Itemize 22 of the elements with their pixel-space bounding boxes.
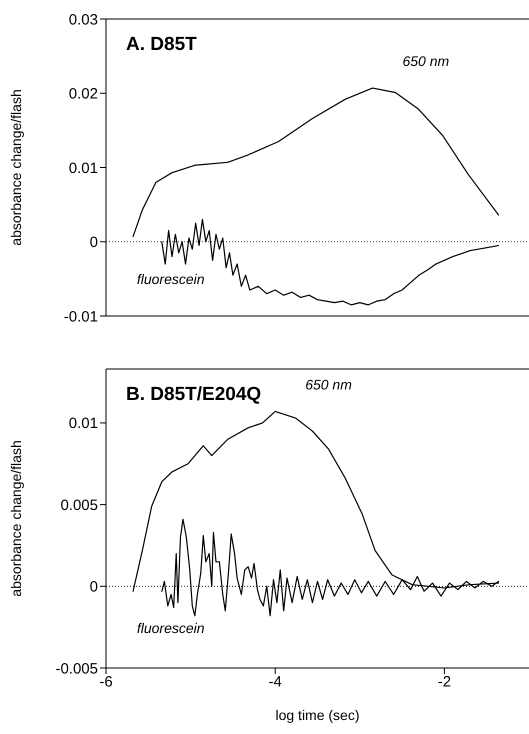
x-tick-label: -6	[99, 674, 113, 691]
x-tick-label: -4	[268, 674, 282, 691]
text: A. D85T	[126, 34, 197, 56]
y-tick-label: 0	[90, 234, 98, 252]
series-label: 650 nm	[402, 53, 450, 70]
y-tick-label: -0.01	[64, 308, 98, 326]
x-axis-title: log time (sec)	[275, 707, 360, 723]
y-tick-label: 0.01	[68, 160, 98, 177]
text: B. D85T/E204Q	[126, 384, 262, 406]
series-label: 650 nm	[305, 376, 352, 392]
line-series	[132, 87, 500, 238]
y-tick-label: 0.01	[68, 415, 98, 432]
y-axis-title: absorbance change/flash	[8, 89, 24, 246]
series-label: fluorescein	[136, 620, 205, 636]
y-tick-label: -0.005	[55, 660, 98, 678]
y-tick-label: 0.005	[60, 496, 98, 514]
series-label: fluorescein	[136, 270, 205, 287]
y-tick-label: 0.02	[68, 86, 98, 103]
y-axis-title: absorbance change/flash	[8, 440, 24, 597]
y-tick-label: 0	[90, 578, 98, 596]
x-tick-label: -2	[438, 674, 452, 691]
y-tick-label: 0.03	[68, 11, 98, 28]
